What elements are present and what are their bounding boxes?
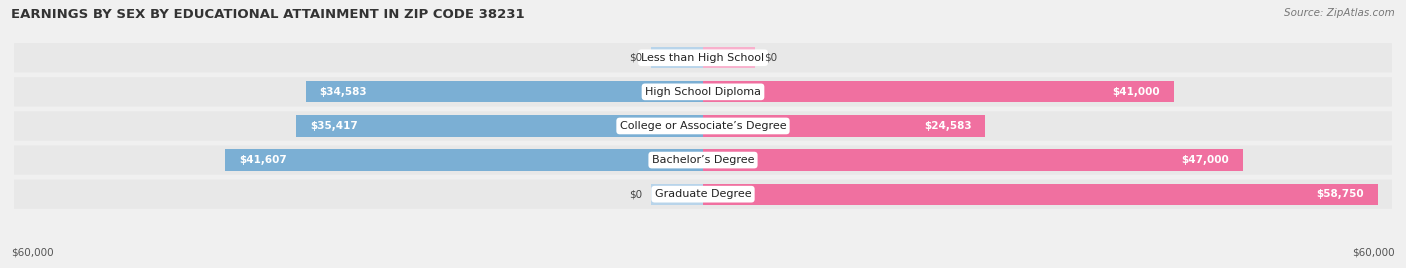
Bar <box>703 47 755 68</box>
Text: Bachelor’s Degree: Bachelor’s Degree <box>652 155 754 165</box>
Bar <box>225 150 703 171</box>
Text: $41,607: $41,607 <box>239 155 287 165</box>
FancyBboxPatch shape <box>14 111 1392 141</box>
FancyBboxPatch shape <box>14 43 1392 72</box>
FancyBboxPatch shape <box>14 180 1392 209</box>
Bar <box>703 81 1174 102</box>
Text: $58,750: $58,750 <box>1316 189 1364 199</box>
Text: Source: ZipAtlas.com: Source: ZipAtlas.com <box>1284 8 1395 18</box>
Text: High School Diploma: High School Diploma <box>645 87 761 97</box>
Text: $60,000: $60,000 <box>11 247 53 257</box>
Text: Less than High School: Less than High School <box>641 53 765 63</box>
Text: $24,583: $24,583 <box>924 121 972 131</box>
Bar <box>703 116 986 136</box>
Bar <box>651 47 703 68</box>
FancyBboxPatch shape <box>14 77 1392 106</box>
Text: $0: $0 <box>763 53 778 63</box>
Bar <box>297 116 703 136</box>
Text: $47,000: $47,000 <box>1181 155 1229 165</box>
Text: Graduate Degree: Graduate Degree <box>655 189 751 199</box>
Text: $41,000: $41,000 <box>1112 87 1160 97</box>
Text: $0: $0 <box>628 189 643 199</box>
Text: $60,000: $60,000 <box>1353 247 1395 257</box>
Text: $34,583: $34,583 <box>319 87 367 97</box>
Text: $0: $0 <box>628 53 643 63</box>
Text: College or Associate’s Degree: College or Associate’s Degree <box>620 121 786 131</box>
Text: $35,417: $35,417 <box>311 121 359 131</box>
Bar <box>703 184 1378 205</box>
Text: EARNINGS BY SEX BY EDUCATIONAL ATTAINMENT IN ZIP CODE 38231: EARNINGS BY SEX BY EDUCATIONAL ATTAINMEN… <box>11 8 524 21</box>
Bar <box>307 81 703 102</box>
Bar <box>651 184 703 205</box>
FancyBboxPatch shape <box>14 146 1392 175</box>
Bar <box>703 150 1243 171</box>
